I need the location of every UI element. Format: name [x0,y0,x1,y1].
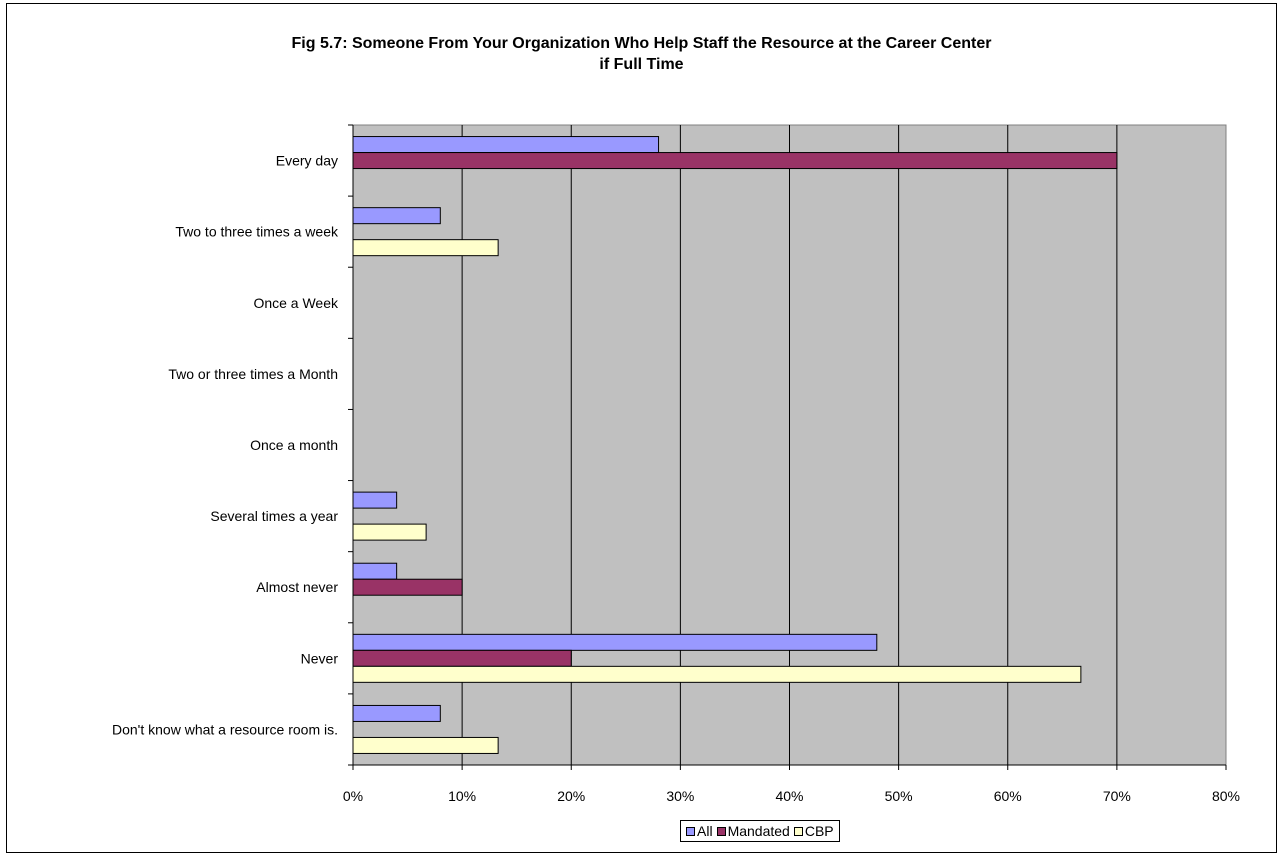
x-tick-label: 80% [1212,788,1240,804]
chart-title-line-1: Fig 5.7: Someone From Your Organization … [291,35,992,52]
x-tick-label: 10% [448,788,476,804]
bar-mandated [352,649,572,667]
category-label: Two to three times a week [175,224,339,240]
bar-all [352,207,441,225]
category-label: Two or three times a Month [168,366,338,382]
legend-item: CBP [793,823,834,839]
bar-mandated [352,578,463,596]
bar-cbp [352,665,1082,683]
legend-swatch [793,826,803,836]
legend-swatch [686,826,695,836]
bar-all [352,704,441,722]
legend-item: All [686,823,713,839]
bar-all [352,491,398,509]
category-label: Once a Week [253,295,339,311]
category-label: Every day [276,153,338,169]
bar-all [352,136,660,154]
legend-label: Mandated [727,823,790,839]
chart-title-line-2: if Full Time [599,56,684,73]
x-tick-label: 30% [666,788,694,804]
bar-all [352,562,398,580]
legend: All Mandated CBP [680,820,840,842]
category-label: Almost never [256,579,338,595]
x-tick-label: 40% [775,788,803,804]
x-tick-label: 20% [557,788,585,804]
x-tick-label: 60% [994,788,1022,804]
legend-swatch [716,826,726,836]
bar-cbp [352,523,427,541]
category-label: Once a month [250,437,338,453]
bar-all [352,633,878,651]
x-tick-label: 50% [885,788,913,804]
bar-mandated [352,152,1118,170]
x-tick-label: 0% [343,788,363,804]
category-label: Several times a year [210,508,338,524]
x-tick-label: 70% [1103,788,1131,804]
bar-cbp [352,736,499,754]
legend-item: Mandated [716,823,790,839]
category-label: Never [301,650,339,666]
bar-cbp [352,239,499,257]
legend-label: CBP [804,823,834,839]
chart-title: Fig 5.7: Someone From Your Organization … [0,33,1283,75]
legend-label: All [697,823,713,839]
category-label: Don't know what a resource room is. [112,721,338,737]
